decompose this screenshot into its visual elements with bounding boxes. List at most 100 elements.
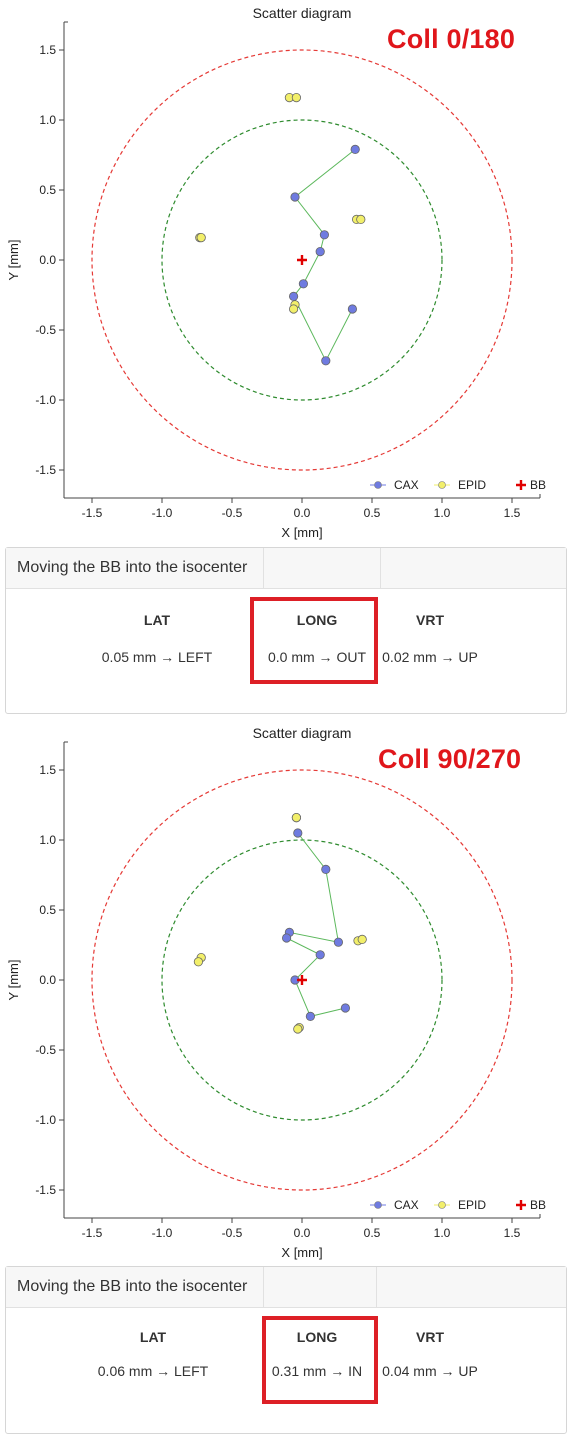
legend-label: CAX (394, 478, 419, 492)
long-value: 0.0 mm → OUT (267, 649, 366, 665)
coll-label-1: Coll 0/180 (387, 24, 516, 54)
bb-point (297, 975, 307, 985)
tolerance-circle-1.5 (91, 49, 513, 471)
legend-item-bb: BB (516, 1198, 546, 1212)
epid-point (293, 1024, 303, 1034)
isocenter-panel-2: Moving the BB into the isocenter LAT 0.0… (5, 1266, 567, 1434)
y-tick-label: 1.0 (39, 833, 56, 847)
cax-point (290, 192, 300, 202)
cax-point (305, 1011, 315, 1021)
y-tick-label: 0.5 (39, 183, 56, 197)
x-tick-label: 0.5 (364, 506, 381, 520)
x-tick-label: -0.5 (222, 506, 243, 520)
cax-point (333, 937, 343, 947)
cax-connector-line (285, 832, 346, 1017)
cax-point (281, 933, 292, 943)
long-label: LONG (296, 1329, 338, 1345)
x-tick-label: -1.0 (152, 1226, 173, 1240)
coll-label-2: Coll 90/270 (378, 744, 522, 774)
x-tick-label: 0.0 (294, 1226, 311, 1240)
tolerance-circle-1.5 (91, 769, 513, 1191)
panel-header-divider (376, 1267, 377, 1307)
cax-point (347, 304, 357, 314)
chart-section-2: Scatter diagram -1.5 -1.0 -0.5 0.0 0.5 1.0 1.5 1… (0, 720, 568, 1436)
y-tick-label: 1.0 (39, 113, 56, 127)
y-axis-label: Y [mm] (6, 240, 21, 281)
cax-point (293, 828, 303, 838)
series-cax (281, 828, 350, 1021)
y-tick-label: 0.0 (39, 973, 56, 987)
epid-point (356, 214, 366, 224)
series-bb (297, 255, 307, 265)
cax-point (321, 864, 331, 874)
epid-point (193, 957, 203, 967)
bb-point (297, 255, 307, 265)
chart-title: Scatter diagram (253, 725, 352, 741)
lat-value: 0.05 mm → LEFT (101, 649, 213, 665)
panel-title: Moving the BB into the isocenter (17, 559, 248, 576)
panel-header-divider (380, 548, 381, 588)
long-label: LONG (296, 612, 338, 628)
cax-point (288, 291, 299, 301)
cax-point (315, 247, 325, 257)
lat-value: 0.06 mm → LEFT (97, 1363, 209, 1379)
x-tick-label: -1.5 (82, 1226, 103, 1240)
legend-marker (516, 1200, 526, 1210)
cax-point (315, 950, 325, 960)
scatter-chart-2: Scatter diagram -1.5 -1.0 -0.5 0.0 0.5 1.0 1.5 1… (6, 725, 546, 1260)
y-tick-label: -0.5 (35, 1043, 56, 1057)
x-tick-label: 0.5 (364, 1226, 381, 1240)
panel-header-divider (263, 1267, 264, 1307)
long-highlight-box (262, 1316, 378, 1404)
panel-header-divider (263, 548, 264, 588)
series-epid (193, 813, 367, 1034)
tolerance-circle-1 (161, 839, 443, 1121)
y-tick-label: -1.0 (35, 1113, 56, 1127)
x-tick-label: -1.5 (82, 506, 103, 520)
x-tick-label: 1.0 (434, 1226, 451, 1240)
x-tick-label: -1.0 (152, 506, 173, 520)
cax-point (340, 1003, 350, 1013)
x-tick-label: -0.5 (222, 1226, 243, 1240)
cax-point (321, 356, 331, 366)
panel-title: Moving the BB into the isocenter (17, 1278, 248, 1295)
legend-marker (374, 481, 382, 489)
lat-label: LAT (143, 612, 171, 628)
y-tick-label: 1.5 (39, 43, 56, 57)
y-axis-label: Y [mm] (6, 960, 21, 1001)
y-tick-label: -1.5 (35, 463, 56, 477)
x-axis-label: X [mm] (281, 525, 322, 540)
y-tick-label: 1.5 (39, 763, 56, 777)
epid-point (291, 813, 301, 823)
legend-marker (438, 481, 446, 489)
vrt-value: 0.02 mm → UP (382, 649, 478, 665)
series-bb (297, 975, 307, 985)
legend-item-epid: EPID (434, 1198, 486, 1212)
legend-marker (438, 1201, 446, 1209)
y-tick-label: -1.5 (35, 1183, 56, 1197)
isocenter-panel-1: Moving the BB into the isocenter LAT 0.0… (5, 547, 567, 714)
legend-label: BB (530, 478, 546, 492)
y-tick-label: 0.5 (39, 903, 56, 917)
panel-header: Moving the BB into the isocenter (6, 1267, 566, 1308)
long-value: 0.31 mm → IN (271, 1363, 363, 1379)
panel-header: Moving the BB into the isocenter (6, 548, 566, 589)
legend-item-bb: BB (516, 478, 546, 492)
y-tick-label: 0.0 (39, 253, 56, 267)
chart-section-1: Scatter diagram -1.5 -1.0 -0.5 0.0 0.5 1.0 1.5 1… (5, 5, 567, 714)
long-highlight-box (250, 597, 378, 684)
cax-point (298, 279, 308, 289)
y-tick-label: -0.5 (35, 323, 56, 337)
chart-title: Scatter diagram (253, 5, 352, 21)
cax-point (319, 230, 329, 240)
vrt-label: VRT (416, 612, 444, 628)
x-axis-label: X [mm] (281, 1245, 322, 1260)
epid-point (357, 934, 367, 944)
cax-point (350, 144, 360, 154)
epid-point (196, 233, 206, 243)
series-epid (195, 93, 366, 314)
vrt-label: VRT (416, 1329, 444, 1345)
legend-label: CAX (394, 1198, 419, 1212)
legend-marker (374, 1201, 382, 1209)
epid-point (291, 93, 301, 103)
